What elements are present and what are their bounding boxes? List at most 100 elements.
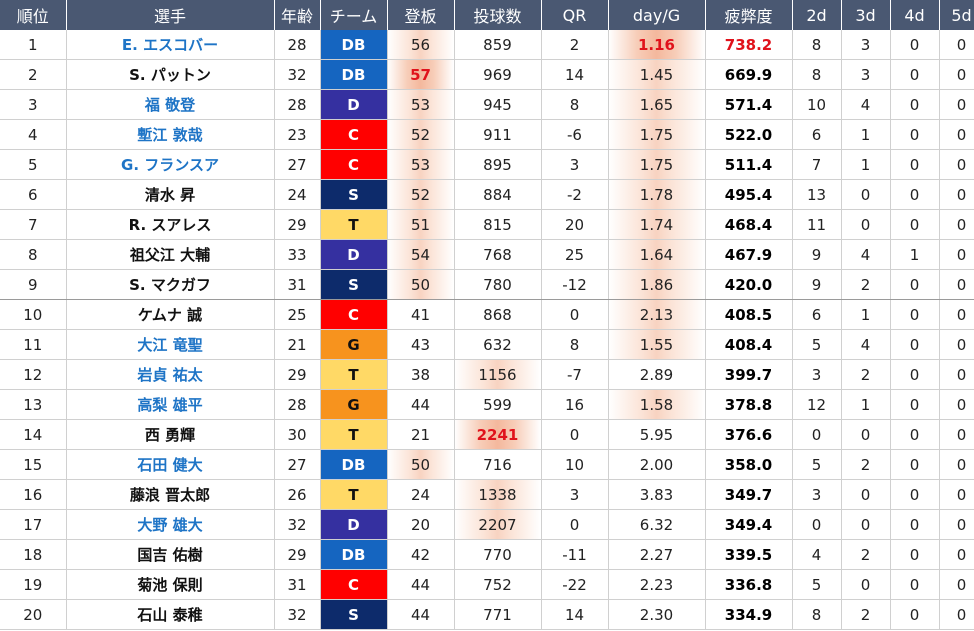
games-cell: 20 xyxy=(387,509,455,540)
team-badge: C xyxy=(320,149,388,180)
games-cell: 52 xyxy=(387,179,455,210)
table-row[interactable]: 9 S. マクガフ 31 S 50 780 -12 1.86 420.0 9 2 0 0 xyxy=(0,269,974,300)
player-name-cell: S. パットン xyxy=(66,59,275,90)
table-row[interactable]: 15 石田 健大 27 DB 50 716 10 2.00 358.0 5 2 0 0 xyxy=(0,449,974,480)
player-name-cell: 菊池 保則 xyxy=(66,569,275,600)
d3-cell: 2 xyxy=(841,599,891,630)
player-name-cell: 清水 昇 xyxy=(66,179,275,210)
day-per-game-cell: 1.45 xyxy=(608,59,706,90)
table-row[interactable]: 12 岩貞 祐太 29 T 38 1156 -7 2.89 399.7 3 2 0 0 xyxy=(0,359,974,390)
qr-cell: 8 xyxy=(541,329,609,360)
d5-cell: 0 xyxy=(939,449,974,480)
rank-cell: 18 xyxy=(0,539,67,570)
header-qr[interactable]: QR xyxy=(541,0,609,30)
table-row[interactable]: 2 S. パットン 32 DB 57 969 14 1.45 669.9 8 3 0 0 xyxy=(0,59,974,90)
d4-cell: 0 xyxy=(890,179,940,210)
table-row[interactable]: 18 国吉 佑樹 29 DB 42 770 -11 2.27 339.5 4 2 0 0 xyxy=(0,539,974,570)
table-row[interactable]: 8 祖父江 大輔 33 D 54 768 25 1.64 467.9 9 4 1 0 xyxy=(0,239,974,270)
player-name-cell: 福 敬登 xyxy=(66,89,275,120)
qr-cell: -6 xyxy=(541,119,609,150)
table-row[interactable]: 20 石山 泰稚 32 S 44 771 14 2.30 334.9 8 2 0 0 xyxy=(0,599,974,630)
games-cell: 42 xyxy=(387,539,455,570)
header-row: 順位 選手 年齢 チーム 登板 投球数 QR day/G 疲弊度 2d 3d 4… xyxy=(0,0,974,30)
d4-cell: 0 xyxy=(890,299,940,330)
table-row[interactable]: 17 大野 雄大 32 D 20 2207 0 6.32 349.4 0 0 0 0 xyxy=(0,509,974,540)
player-name-cell: 高梨 雄平 xyxy=(66,389,275,420)
pitches-cell: 884 xyxy=(454,179,542,210)
age-cell: 31 xyxy=(274,269,321,300)
fatigue-cell: 467.9 xyxy=(705,239,793,270)
header-3d[interactable]: 3d xyxy=(841,0,891,30)
player-name-cell: E. エスコバー xyxy=(66,30,275,60)
player-name-cell: G. フランスア xyxy=(66,149,275,180)
age-cell: 28 xyxy=(274,30,321,60)
rank-cell: 6 xyxy=(0,179,67,210)
header-2d[interactable]: 2d xyxy=(792,0,842,30)
header-rank[interactable]: 順位 xyxy=(0,0,67,30)
table-row[interactable]: 4 塹江 敦哉 23 C 52 911 -6 1.75 522.0 6 1 0 0 xyxy=(0,119,974,150)
header-age[interactable]: 年齢 xyxy=(274,0,321,30)
qr-cell: 25 xyxy=(541,239,609,270)
table-row[interactable]: 14 西 勇輝 30 T 21 2241 0 5.95 376.6 0 0 0 0 xyxy=(0,419,974,450)
table-row[interactable]: 19 菊池 保則 31 C 44 752 -22 2.23 336.8 5 0 0 0 xyxy=(0,569,974,600)
fatigue-cell: 349.4 xyxy=(705,509,793,540)
d3-cell: 1 xyxy=(841,149,891,180)
pitches-cell: 859 xyxy=(454,30,542,60)
d3-cell: 3 xyxy=(841,30,891,60)
team-badge: T xyxy=(320,209,388,240)
player-name-cell: 祖父江 大輔 xyxy=(66,239,275,270)
table-row[interactable]: 1 E. エスコバー 28 DB 56 859 2 1.16 738.2 8 3 0 0 xyxy=(0,30,974,60)
d5-cell: 0 xyxy=(939,30,974,60)
day-per-game-cell: 1.65 xyxy=(608,89,706,120)
table-row[interactable]: 6 清水 昇 24 S 52 884 -2 1.78 495.4 13 0 0 0 xyxy=(0,179,974,210)
games-cell: 41 xyxy=(387,299,455,330)
fatigue-cell: 420.0 xyxy=(705,269,793,300)
table-row[interactable]: 10 ケムナ 誠 25 C 41 868 0 2.13 408.5 6 1 0 0 xyxy=(0,299,974,330)
day-per-game-cell: 2.27 xyxy=(608,539,706,570)
header-team[interactable]: チーム xyxy=(320,0,388,30)
team-badge: D xyxy=(320,239,388,270)
d3-cell: 4 xyxy=(841,329,891,360)
qr-cell: 8 xyxy=(541,89,609,120)
d4-cell: 0 xyxy=(890,30,940,60)
d5-cell: 0 xyxy=(939,299,974,330)
d3-cell: 0 xyxy=(841,479,891,510)
d4-cell: 0 xyxy=(890,269,940,300)
pitches-cell: 780 xyxy=(454,269,542,300)
table-row[interactable]: 11 大江 竜聖 21 G 43 632 8 1.55 408.4 5 4 0 0 xyxy=(0,329,974,360)
header-player[interactable]: 選手 xyxy=(66,0,275,30)
games-cell: 24 xyxy=(387,479,455,510)
pitches-cell: 945 xyxy=(454,89,542,120)
header-day-per-game[interactable]: day/G xyxy=(608,0,706,30)
d5-cell: 0 xyxy=(939,569,974,600)
d3-cell: 1 xyxy=(841,119,891,150)
header-games[interactable]: 登板 xyxy=(387,0,455,30)
age-cell: 21 xyxy=(274,329,321,360)
d5-cell: 0 xyxy=(939,239,974,270)
header-5d[interactable]: 5d xyxy=(939,0,974,30)
rank-cell: 4 xyxy=(0,119,67,150)
table-row[interactable]: 5 G. フランスア 27 C 53 895 3 1.75 511.4 7 1 0 0 xyxy=(0,149,974,180)
fatigue-cell: 408.4 xyxy=(705,329,793,360)
rank-cell: 5 xyxy=(0,149,67,180)
table-row[interactable]: 13 高梨 雄平 28 G 44 599 16 1.58 378.8 12 1 0 0 xyxy=(0,389,974,420)
d2-cell: 13 xyxy=(792,179,842,210)
header-4d[interactable]: 4d xyxy=(890,0,940,30)
table-row[interactable]: 16 藤浪 晋太郎 26 T 24 1338 3 3.83 349.7 3 0 0 0 xyxy=(0,479,974,510)
rank-cell: 19 xyxy=(0,569,67,600)
table-row[interactable]: 7 R. スアレス 29 T 51 815 20 1.74 468.4 11 0 0 0 xyxy=(0,209,974,240)
team-badge: S xyxy=(320,179,388,210)
pitches-cell: 716 xyxy=(454,449,542,480)
d4-cell: 0 xyxy=(890,149,940,180)
d5-cell: 0 xyxy=(939,539,974,570)
team-badge: DB xyxy=(320,59,388,90)
header-pitches[interactable]: 投球数 xyxy=(454,0,542,30)
header-fatigue[interactable]: 疲弊度 xyxy=(705,0,793,30)
d2-cell: 6 xyxy=(792,119,842,150)
d3-cell: 2 xyxy=(841,359,891,390)
qr-cell: -12 xyxy=(541,269,609,300)
team-badge: T xyxy=(320,359,388,390)
age-cell: 26 xyxy=(274,479,321,510)
qr-cell: 3 xyxy=(541,149,609,180)
